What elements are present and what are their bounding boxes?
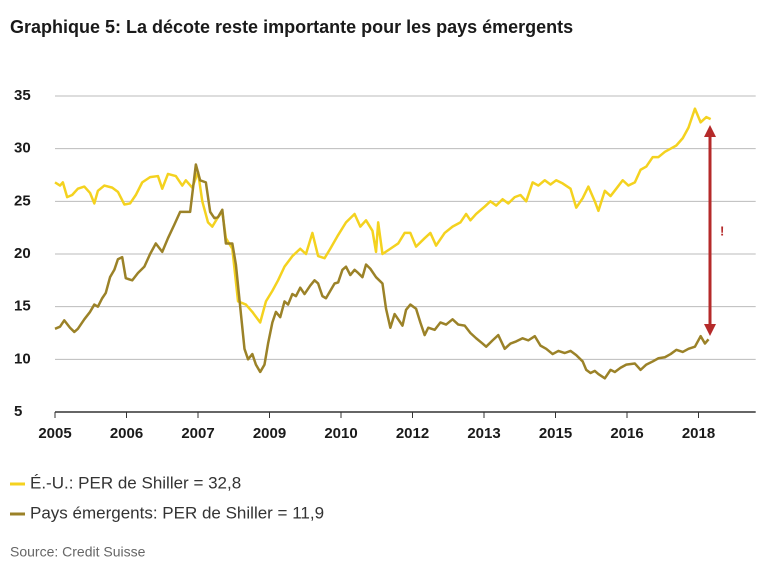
y-tick-label: 35: [14, 87, 31, 104]
y-tick-label: 30: [14, 140, 31, 157]
x-tick-label: 2007: [181, 425, 214, 442]
y-tick-label: 5: [14, 403, 22, 420]
line-series: [54, 163, 710, 380]
annotation: !: [720, 223, 724, 238]
x-tick-label: 2012: [396, 425, 429, 442]
chart-title: Graphique 5: La décote reste importante …: [10, 17, 573, 37]
legend-label: Pays émergents: PER de Shiller = 11,9: [30, 503, 324, 522]
x-tick-label: 2009: [253, 425, 286, 442]
x-tick-label: 2005: [38, 425, 71, 442]
y-tick-label: 25: [14, 192, 31, 209]
x-tick-label: 2018: [682, 425, 715, 442]
legend-label: É.-U.: PER de Shiller = 32,8: [30, 473, 241, 492]
x-tick-label: 2013: [467, 425, 500, 442]
x-tick-label: 2010: [324, 425, 357, 442]
x-tick-label: 2015: [539, 425, 572, 442]
line-series: [54, 107, 712, 324]
y-tick-label: 15: [14, 298, 31, 315]
source: Source: Credit Suisse: [10, 544, 146, 560]
y-tick-label: 10: [14, 350, 31, 367]
x-tick-label: 2016: [610, 425, 643, 442]
x-tick-label: 2006: [110, 425, 143, 442]
y-tick-label: 20: [14, 245, 31, 262]
